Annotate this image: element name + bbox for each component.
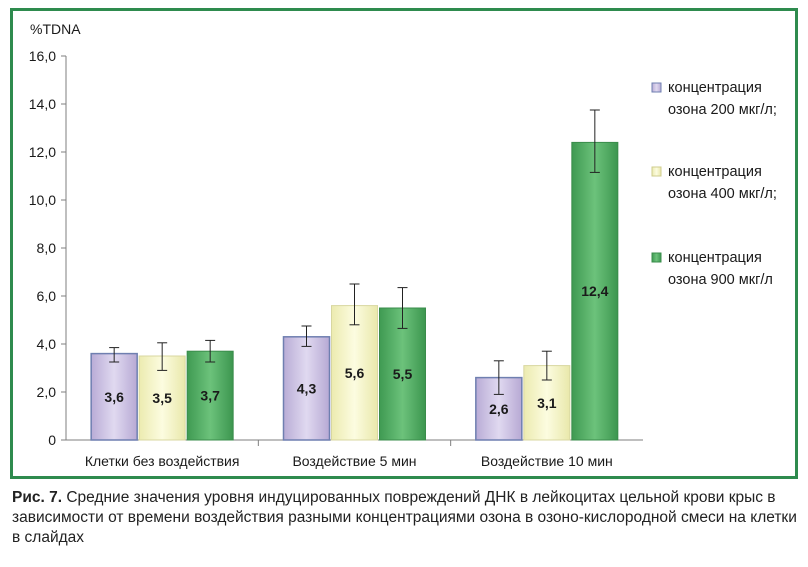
x-category-label: Воздействие 5 мин <box>292 453 416 469</box>
legend: концентрация озона 200 мкг/л; концентрация… <box>651 80 777 288</box>
bar-value-label: 3,1 <box>537 395 557 411</box>
y-tick-label: 4,0 <box>37 336 57 352</box>
y-tick-label: 6,0 <box>37 288 57 304</box>
y-axis-label: %TDNA <box>30 21 81 37</box>
y-tick-label: 10,0 <box>29 192 56 208</box>
figure-caption-text: Средние значения уровня индуцированных п… <box>12 489 797 546</box>
bar-value-label: 3,6 <box>104 389 124 405</box>
y-tick-label: 12,0 <box>29 144 56 160</box>
y-tick-label: 16,0 <box>29 48 56 64</box>
bar-value-label: 12,4 <box>581 283 608 299</box>
y-tick-label: 14,0 <box>29 96 56 112</box>
bar-value-label: 3,5 <box>152 390 172 406</box>
figure-label: Рис. 7. <box>12 489 63 506</box>
bar <box>331 305 378 441</box>
legend-swatch <box>651 252 662 263</box>
bar <box>90 352 138 441</box>
bars: 3,6 4,3 2,6 3,5 5,6 3,1 3,7 5,5 12,4 <box>90 109 619 441</box>
legend-label-line2: озона 200 мкг/л; <box>668 102 777 118</box>
bar-chart: %TDNA 0 2,0 4,0 6,0 8,0 10,0 12,0 14,0 16,0 Клетк… <box>29 21 777 469</box>
legend-label-line1: концентрация <box>668 164 762 180</box>
bar <box>282 336 331 441</box>
bar-value-label: 2,6 <box>489 401 509 417</box>
y-tick-label: 8,0 <box>37 240 57 256</box>
y-tick-label: 0 <box>48 432 56 448</box>
x-category-label: Воздействие 10 мин <box>481 453 613 469</box>
legend-label-line2: озона 900 мкг/л <box>668 272 773 288</box>
x-category-label: Клетки без воздействия <box>85 453 240 469</box>
y-tick-label: 2,0 <box>37 384 57 400</box>
bar-value-label: 3,7 <box>200 388 220 404</box>
legend-swatch <box>651 82 662 93</box>
bar-value-label: 5,5 <box>393 366 413 382</box>
bar <box>186 350 234 441</box>
legend-label-line2: озона 400 мкг/л; <box>668 186 777 202</box>
bar-value-label: 5,6 <box>345 365 365 381</box>
bar <box>379 307 426 441</box>
bar <box>571 141 619 441</box>
legend-label-line1: концентрация <box>668 80 762 96</box>
legend-swatch <box>651 166 662 177</box>
legend-label-line1: концентрация <box>668 250 762 266</box>
bar-value-label: 4,3 <box>297 380 317 396</box>
figure-caption: Рис. 7. Средние значения уровня индуциро… <box>12 488 802 548</box>
